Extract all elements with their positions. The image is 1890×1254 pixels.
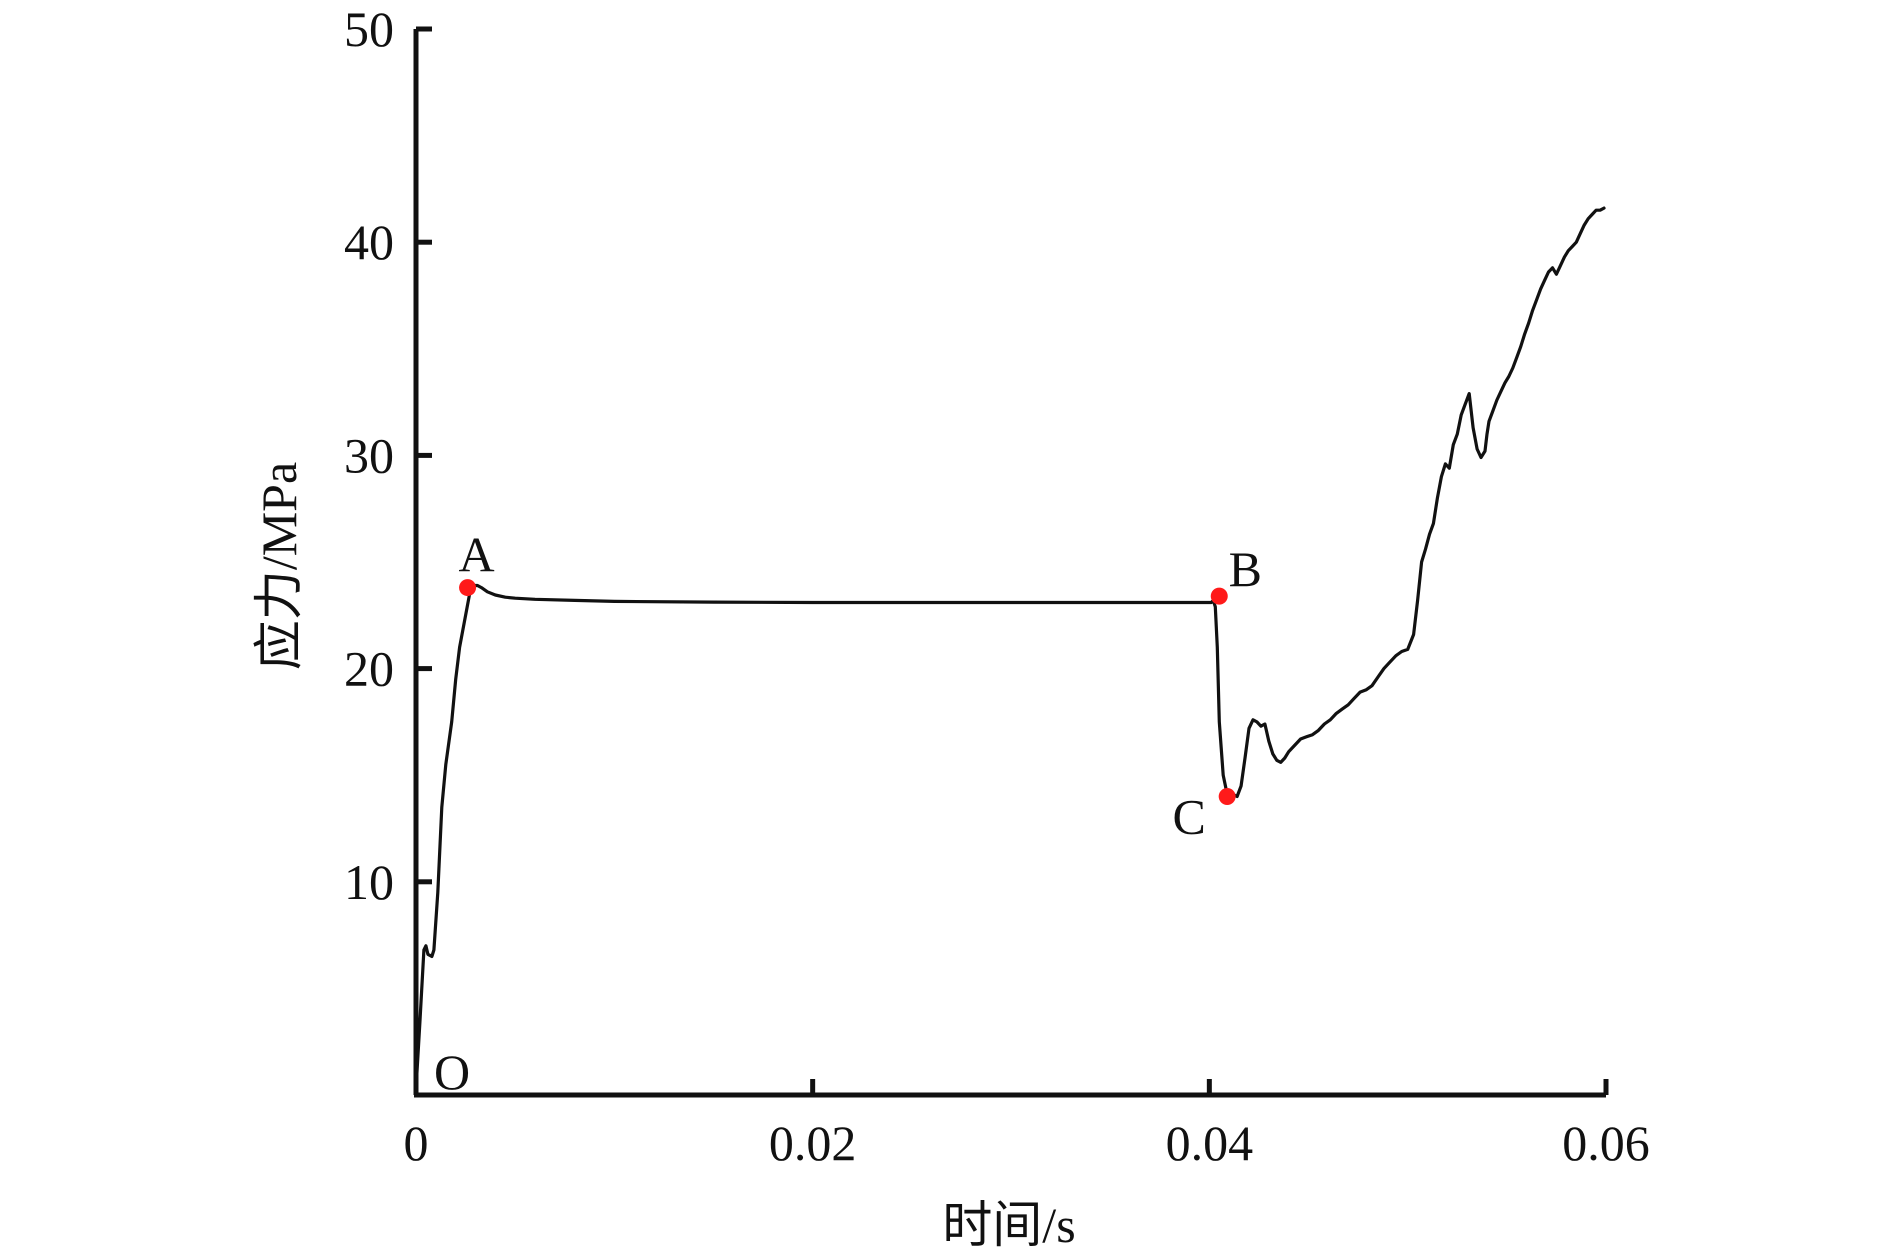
y-axis-title: 应力/MPa bbox=[251, 462, 307, 670]
ticks bbox=[416, 26, 1609, 1095]
point-label-b: B bbox=[1229, 541, 1262, 597]
y-tick-label: 20 bbox=[344, 641, 394, 697]
point-label-o: O bbox=[434, 1044, 470, 1100]
tick-labels: 0 0.02 0.04 0.06 10 20 30 40 50 bbox=[344, 1, 1650, 1171]
x-tick-label: 0 bbox=[404, 1115, 429, 1171]
x-tick-label: 0.04 bbox=[1166, 1115, 1254, 1171]
y-tick-label: 40 bbox=[344, 214, 394, 270]
point-label-c: C bbox=[1173, 789, 1206, 845]
y-tick-label: 50 bbox=[344, 1, 394, 57]
point-marker-b bbox=[1210, 587, 1228, 605]
y-tick-label: 30 bbox=[344, 427, 394, 483]
key-point-labels: O A B C bbox=[434, 527, 1262, 1100]
point-marker-c bbox=[1218, 788, 1236, 806]
x-tick-label: 0.02 bbox=[769, 1115, 857, 1171]
key-point-markers bbox=[459, 579, 1236, 806]
x-axis-title: 时间/s bbox=[942, 1197, 1075, 1253]
axes bbox=[413, 29, 1606, 1098]
point-label-a: A bbox=[459, 527, 495, 583]
point-marker-a bbox=[459, 579, 477, 597]
x-tick-label: 0.06 bbox=[1562, 1115, 1650, 1171]
stress-curve bbox=[414, 206, 1606, 1091]
y-tick-label: 10 bbox=[344, 854, 394, 910]
